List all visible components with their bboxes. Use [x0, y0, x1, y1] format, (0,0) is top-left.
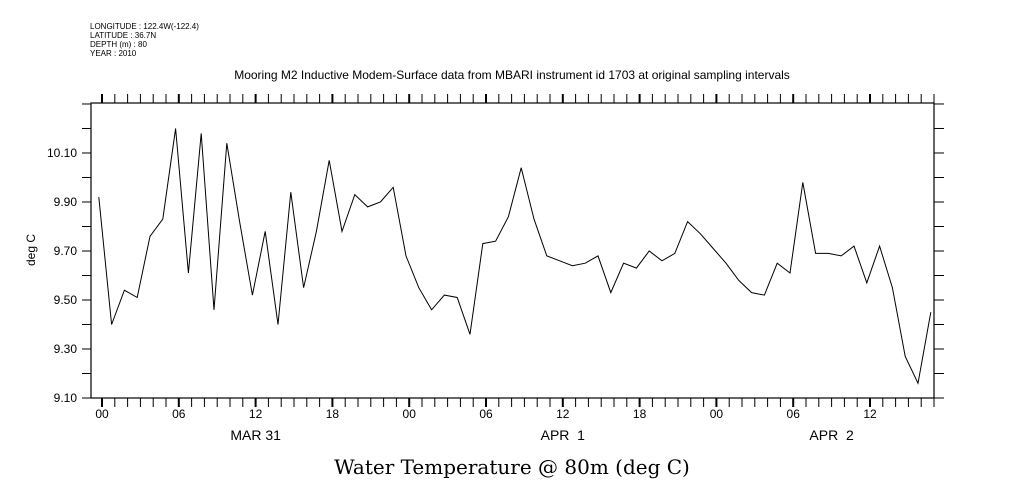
x-tick-label: 18: [326, 407, 340, 421]
x-tick-label: 00: [95, 407, 109, 421]
y-axis-label: deg C: [24, 234, 38, 266]
y-tick-label: 9.50: [54, 293, 78, 307]
x-tick-label: 12: [863, 407, 877, 421]
y-tick-label: 9.30: [54, 342, 78, 356]
y-tick-label: 9.70: [54, 244, 78, 258]
x-tick-label: 12: [556, 407, 570, 421]
date-label: MAR 31: [230, 427, 281, 443]
x-tick-label: 18: [633, 407, 647, 421]
depth-label: DEPTH (m) : 80: [90, 40, 147, 49]
x-tick-label: 06: [787, 407, 801, 421]
x-tick-label: 12: [249, 407, 263, 421]
year-label: YEAR : 2010: [90, 49, 137, 58]
x-tick-label: 06: [479, 407, 493, 421]
y-tick-label: 10.10: [47, 146, 77, 160]
longitude-label: LONGITUDE : 122.4W(-122.4): [90, 22, 199, 31]
x-tick-label: 00: [403, 407, 417, 421]
date-label: APR 2: [809, 427, 854, 443]
y-tick-label: 9.90: [54, 195, 78, 209]
latitude-label: LATITUDE : 36.7N: [90, 31, 157, 40]
x-tick-label: 06: [172, 407, 186, 421]
metadata-block: LONGITUDE : 122.4W(-122.4) LATITUDE : 36…: [90, 22, 199, 58]
chart-title: Mooring M2 Inductive Modem-Surface data …: [234, 68, 790, 82]
y-tick-label: 9.10: [54, 391, 78, 405]
date-label: APR 1: [541, 427, 586, 443]
temperature-line: [98, 128, 932, 385]
x-axis-title: Water Temperature @ 80m (deg C): [334, 455, 690, 479]
plot-frame: [90, 102, 935, 399]
x-tick-label: 00: [710, 407, 724, 421]
